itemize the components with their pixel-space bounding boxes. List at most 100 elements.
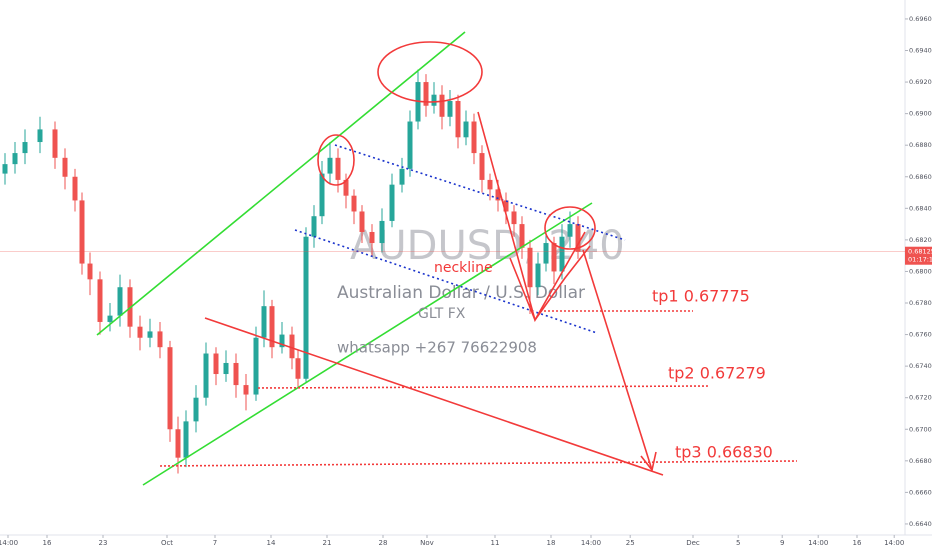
circle-marker: [544, 206, 596, 250]
candle-body: [269, 306, 275, 348]
x-tick-label: 14:00: [0, 539, 18, 547]
trend-line: [204, 317, 664, 476]
candle-body: [223, 362, 229, 375]
annotation: GLT FX: [418, 306, 466, 322]
candle-body: [503, 200, 509, 212]
candle-body: [253, 337, 259, 395]
candle-body: [72, 176, 78, 201]
channel-line: [294, 229, 598, 334]
description-watermark: Australian Dollar / U.S. Dollar: [337, 283, 585, 303]
circle-marker: [317, 134, 355, 186]
x-tick-label: Dec: [686, 539, 700, 547]
candle-body: [431, 94, 437, 106]
candle-body: [52, 129, 58, 158]
y-tick-label: 0.69600: [909, 15, 932, 23]
trend-line: [96, 31, 466, 336]
target-arrow: [582, 249, 653, 471]
candle-body: [261, 306, 267, 338]
pattern-line: [509, 245, 591, 322]
x-tick-label: 5: [736, 539, 740, 547]
channel-line: [334, 144, 626, 241]
candle-body: [279, 334, 285, 348]
candle-body: [359, 211, 365, 232]
candle-body: [62, 157, 68, 177]
candle-body: [289, 334, 295, 359]
candle-body: [311, 216, 317, 237]
annotation: neckline: [434, 260, 493, 276]
candle-body: [511, 211, 517, 225]
candle-body: [327, 157, 333, 174]
candle-body: [22, 142, 28, 154]
candle-body: [79, 200, 85, 264]
candle-body: [87, 263, 93, 280]
annotation: whatsapp +267 76622908: [337, 339, 537, 357]
candle-body: [423, 82, 429, 106]
candle-body: [243, 385, 249, 395]
candles: [2, 69, 581, 474]
x-tick-label: 7: [213, 539, 217, 547]
x-tick-label: 16: [853, 539, 862, 547]
candle-body: [319, 173, 325, 217]
annotation: tp3 0.66830: [675, 443, 773, 462]
candle-body: [335, 157, 341, 180]
candle-body: [343, 179, 349, 196]
candle-body: [2, 164, 8, 174]
candle-body: [535, 263, 541, 288]
x-tick-label: 25: [626, 539, 635, 547]
candle-body: [167, 347, 173, 430]
x-tick-label: 14: [267, 539, 276, 547]
x-tick-label: 28: [379, 539, 388, 547]
candle-body: [439, 94, 445, 117]
candle-body: [527, 247, 533, 288]
candle-body: [117, 287, 123, 316]
candle-body: [487, 179, 493, 190]
candle-body: [12, 153, 18, 165]
candle-body: [463, 121, 469, 138]
x-tick-label: Oct: [161, 539, 173, 547]
trend-line: [142, 202, 593, 486]
candle-body: [379, 220, 385, 244]
candle-body: [351, 195, 357, 212]
annotation-texts: neckline GLT FX whatsapp +267 76622908 t…: [337, 260, 773, 462]
circle-marker: [377, 41, 483, 103]
annotation: tp2 0.67279: [668, 364, 766, 383]
candle-body: [407, 121, 413, 169]
candle-body: [37, 129, 43, 143]
drawings: [96, 31, 798, 486]
candle-body: [183, 421, 189, 458]
last-price-label: 0.68125: [908, 248, 932, 256]
candle-body: [97, 279, 103, 322]
x-tick-label: 14:00: [884, 539, 904, 547]
target-line: [257, 385, 711, 389]
x-tick-label: Nov: [420, 539, 434, 547]
candle-body: [233, 362, 239, 386]
candle-body: [193, 397, 199, 422]
candle-body: [147, 331, 153, 338]
candle-body: [551, 243, 557, 272]
candle-body: [471, 121, 477, 154]
candle-body: [107, 315, 113, 322]
candle-body: [543, 243, 549, 264]
candle-body: [369, 231, 375, 244]
candle-body: [295, 358, 301, 379]
candle-body: [157, 331, 163, 348]
last-price-box: [905, 246, 932, 265]
countdown-label: 01:17:12: [908, 256, 932, 264]
x-tick-label: 18: [547, 539, 556, 547]
candle-body: [479, 153, 485, 180]
